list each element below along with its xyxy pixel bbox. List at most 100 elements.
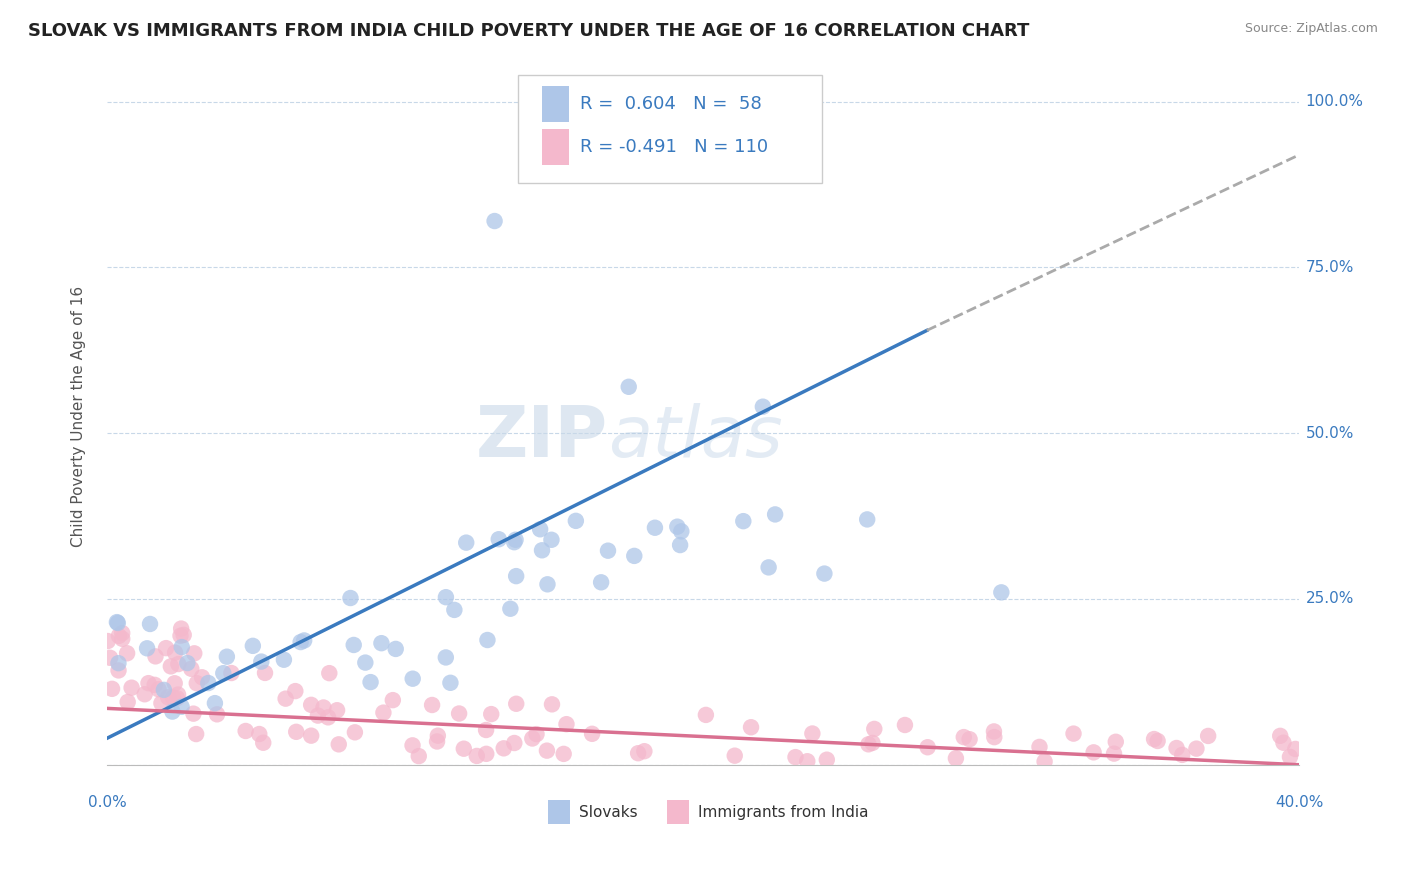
Point [183,646,205,660]
Point [695,707,717,722]
Point [758,560,780,574]
Point [1272,736,1295,750]
Point [813,566,835,581]
Point [155,641,177,656]
Point [952,730,974,744]
Point [205,707,228,722]
Point [1143,732,1166,747]
Point [763,508,786,522]
Point [162,705,184,719]
Point [111,632,134,646]
Point [541,698,564,712]
Text: R =  0.604   N =  58: R = 0.604 N = 58 [581,95,762,112]
Point [505,569,527,583]
Point [522,731,544,746]
Point [488,533,510,547]
Point [434,590,457,604]
Point [143,678,166,692]
Point [163,676,186,690]
Point [373,706,395,720]
Point [439,675,461,690]
Point [166,691,188,706]
Point [499,601,522,615]
Point [339,591,361,605]
Bar [543,86,568,122]
Text: Immigrants from India: Immigrants from India [699,805,869,820]
FancyBboxPatch shape [519,76,823,184]
Point [1278,750,1301,764]
Point [242,639,264,653]
Point [307,708,329,723]
Point [108,629,131,643]
Point [165,646,187,660]
Point [623,549,645,563]
Point [292,633,315,648]
Point [945,751,967,765]
Point [180,662,202,676]
Point [253,665,276,680]
Text: Source: ZipAtlas.com: Source: ZipAtlas.com [1244,22,1378,36]
Point [434,650,457,665]
Point [107,656,129,670]
Point [863,722,886,736]
Point [204,696,226,710]
Point [328,737,350,751]
Point [1083,745,1105,759]
Point [815,753,838,767]
Point [221,665,243,680]
Point [235,723,257,738]
Point [1284,742,1306,756]
Point [449,706,471,721]
Point [212,666,235,681]
Point [917,740,939,755]
Point [1033,755,1056,769]
Point [354,656,377,670]
Point [565,514,588,528]
Point [531,543,554,558]
Point [856,512,879,526]
Point [117,695,139,709]
Text: R = -0.491   N = 110: R = -0.491 N = 110 [581,138,769,156]
Point [1185,741,1208,756]
Point [477,632,499,647]
Point [1102,747,1125,761]
Point [183,706,205,721]
Point [316,710,339,724]
Point [402,672,425,686]
Point [176,656,198,670]
Bar [548,800,569,824]
Point [326,703,349,717]
Point [197,676,219,690]
Text: 50.0%: 50.0% [1305,425,1354,441]
Point [475,723,498,737]
Point [505,697,527,711]
Point [1028,739,1050,754]
Point [148,682,170,697]
Text: 0.0%: 0.0% [87,796,127,810]
Bar [668,800,689,824]
Point [401,739,423,753]
Point [671,524,693,539]
Bar [543,129,568,165]
Point [627,746,650,760]
Point [785,750,807,764]
Point [503,535,526,549]
Point [529,522,551,536]
Point [157,690,180,705]
Point [408,749,430,764]
Point [983,730,1005,744]
Point [453,741,475,756]
Point [555,717,578,731]
Point [479,707,502,722]
Point [492,741,515,756]
Point [1166,741,1188,756]
Point [290,635,312,649]
Point [484,214,506,228]
Point [107,615,129,630]
Point [426,729,449,743]
Point [150,696,173,710]
Point [160,659,183,673]
Point [134,687,156,701]
Y-axis label: Child Poverty Under the Age of 16: Child Poverty Under the Age of 16 [72,286,86,547]
Point [796,754,818,768]
